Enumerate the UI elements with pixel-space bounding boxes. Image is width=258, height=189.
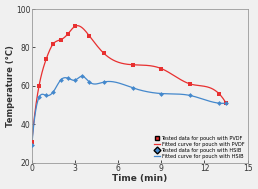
Point xyxy=(51,42,55,45)
Point xyxy=(80,75,84,78)
Point xyxy=(66,77,70,80)
Point xyxy=(159,67,163,70)
Point xyxy=(217,102,221,105)
Point xyxy=(131,86,135,89)
X-axis label: Time (min): Time (min) xyxy=(112,174,167,184)
Point xyxy=(188,82,192,85)
Point xyxy=(44,94,48,97)
Point xyxy=(159,92,163,95)
Point xyxy=(102,52,106,55)
Point xyxy=(51,90,55,93)
Point xyxy=(37,96,41,99)
Point xyxy=(59,38,63,41)
Point xyxy=(217,92,221,95)
Point xyxy=(224,102,228,105)
Point xyxy=(102,81,106,84)
Point xyxy=(59,79,63,82)
Legend: Tested data for pouch with PVDF, Fitted curve for pouch with PVDF, Tested data f: Tested data for pouch with PVDF, Fitted … xyxy=(153,135,245,160)
Point xyxy=(87,81,91,84)
Y-axis label: Temperature (°C): Temperature (°C) xyxy=(6,45,14,127)
Point xyxy=(44,57,48,60)
Point xyxy=(73,79,77,82)
Point xyxy=(87,34,91,37)
Point xyxy=(131,63,135,66)
Point xyxy=(30,140,34,143)
Point xyxy=(30,144,34,147)
Point xyxy=(37,84,41,87)
Point xyxy=(188,94,192,97)
Point xyxy=(224,102,228,105)
Point xyxy=(66,33,70,36)
Point xyxy=(73,25,77,28)
